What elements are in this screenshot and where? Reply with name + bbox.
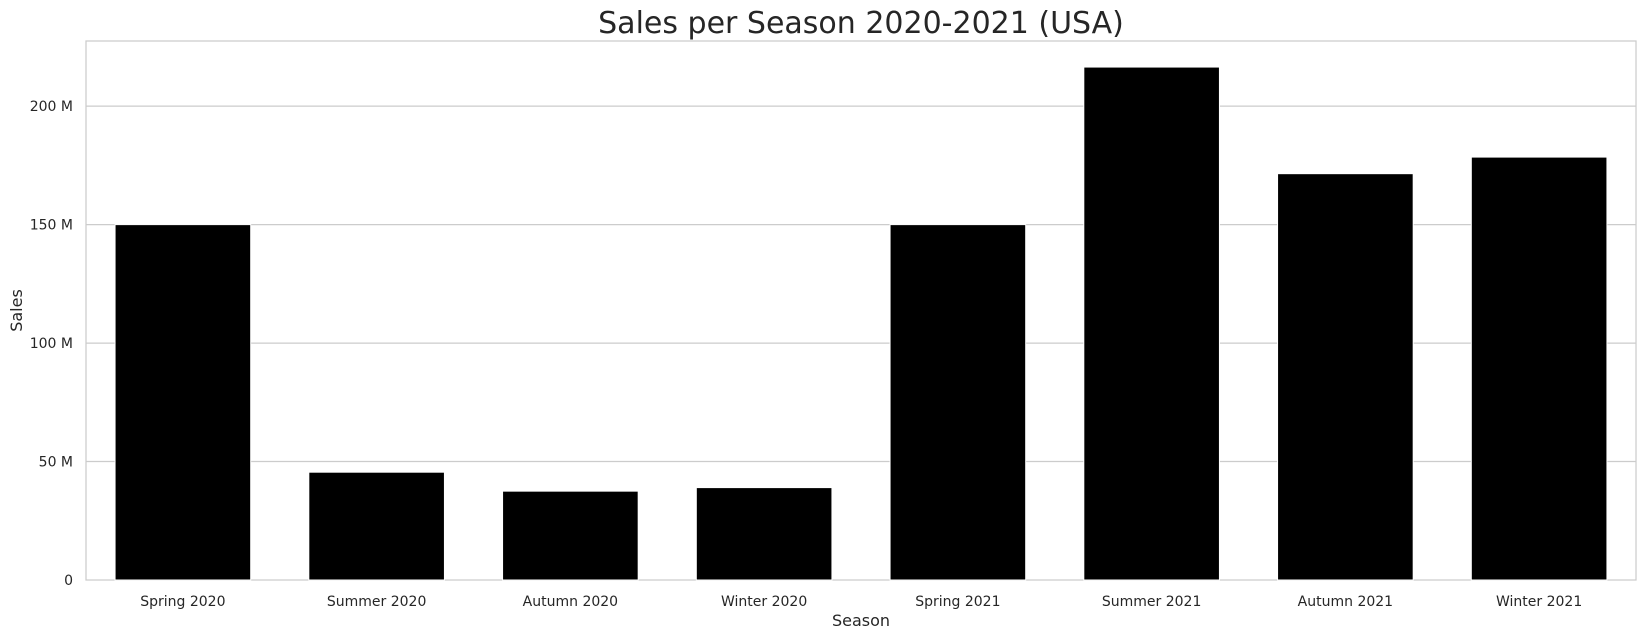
y-tick-label: 200 M xyxy=(30,99,73,115)
x-tick-label: Winter 2020 xyxy=(721,594,807,610)
bar xyxy=(695,487,833,581)
y-tick-labels: 0 50 M 100 M 150 M 200 M xyxy=(30,99,73,589)
bars xyxy=(114,66,1608,581)
y-tick-label: 100 M xyxy=(30,336,73,352)
bar xyxy=(114,224,252,581)
x-tick-label: Spring 2021 xyxy=(915,594,1000,610)
bar xyxy=(308,471,445,581)
y-axis-label: Sales xyxy=(7,289,26,332)
bar xyxy=(1470,156,1608,581)
plot-frame xyxy=(85,40,1637,581)
x-tick-label: Spring 2020 xyxy=(140,594,225,610)
y-tick-label: 150 M xyxy=(30,218,73,234)
bar xyxy=(1083,66,1220,581)
x-tick-label: Winter 2021 xyxy=(1496,594,1582,610)
y-tick-label: 50 M xyxy=(39,455,73,471)
x-tick-label: Summer 2021 xyxy=(1102,594,1201,610)
x-tick-label: Autumn 2020 xyxy=(523,594,618,610)
x-tick-labels: Spring 2020 Summer 2020 Autumn 2020 Winter … xyxy=(140,594,1582,610)
x-axis-label: Season xyxy=(832,611,890,630)
bar xyxy=(1277,173,1414,581)
y-tick-label: 0 xyxy=(64,573,73,589)
x-tick-label: Summer 2020 xyxy=(327,594,426,610)
chart-title: Sales per Season 2020-2021 (USA) xyxy=(598,6,1124,41)
bar xyxy=(889,224,1027,581)
x-tick-label: Autumn 2021 xyxy=(1298,594,1393,610)
bar xyxy=(502,490,639,581)
